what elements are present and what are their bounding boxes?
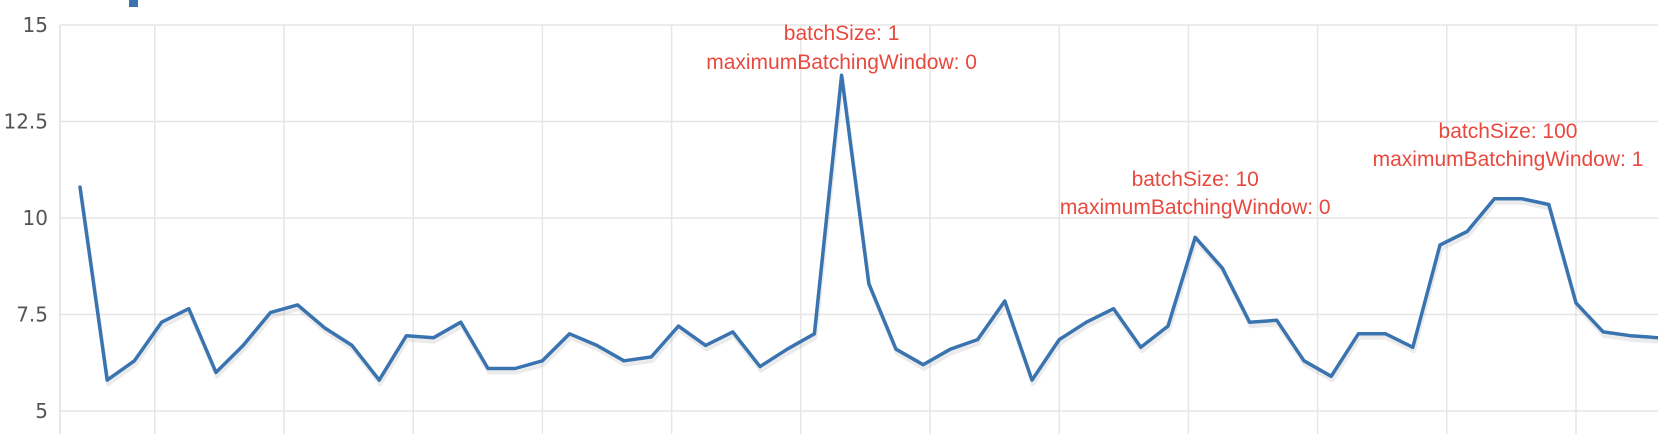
y-tick-label: 5 [35,399,48,423]
annotation-line1: batchSize: 100 [1439,120,1578,143]
grid [60,24,1658,434]
series-line [78,73,1658,382]
y-tick-label: 7.5 [16,303,48,327]
annotation-line1: batchSize: 1 [784,22,900,45]
annotation-line2: maximumBatchingWindow: 1 [1373,148,1644,171]
y-tick-label: 12.5 [3,110,48,134]
y-tick-label: 10 [23,206,48,230]
series-layer [78,73,1658,387]
y-tick-label: 15 [23,13,48,37]
annotations: batchSize: 1 maximumBatchingWindow: 0 batc… [706,22,1643,219]
y-axis: 5 7.5 10 12.5 15 [3,13,61,434]
series-shadow [79,77,1658,387]
annotation-line1: batchSize: 10 [1132,168,1259,191]
annotation-line2: maximumBatchingWindow: 0 [1060,196,1331,219]
annotation-line2: maximumBatchingWindow: 0 [706,51,977,74]
title-marker [129,0,138,7]
